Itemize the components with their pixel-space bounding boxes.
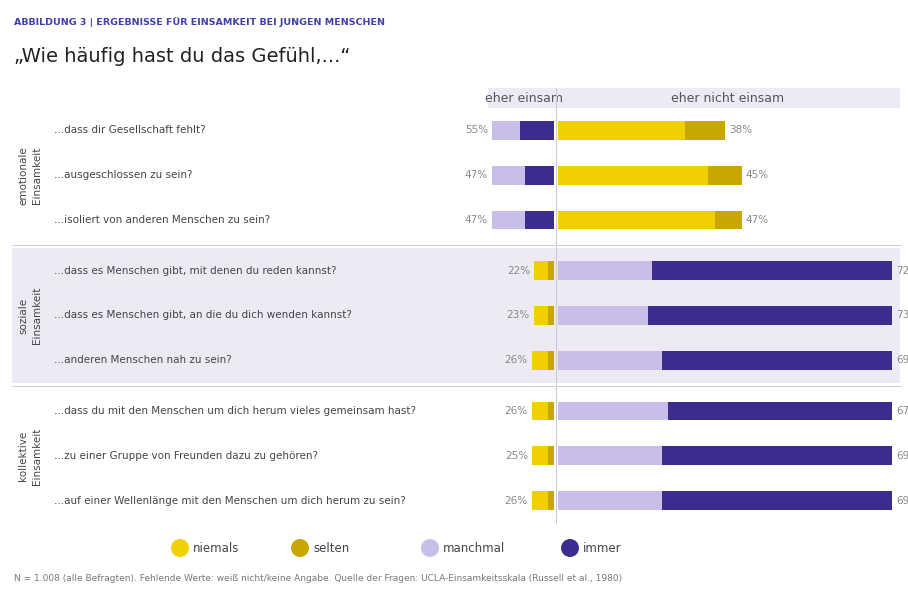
Text: niemals: niemals <box>193 542 240 554</box>
Text: 23%: 23% <box>507 310 529 321</box>
Bar <box>532 491 548 510</box>
Text: eher nicht einsam: eher nicht einsam <box>671 91 785 105</box>
Bar <box>668 402 892 420</box>
Bar <box>558 166 708 185</box>
Text: 47%: 47% <box>465 170 488 180</box>
Circle shape <box>171 539 189 557</box>
Bar <box>558 121 685 140</box>
Bar <box>548 306 554 325</box>
Text: ...zu einer Gruppe von Freunden dazu zu gehören?: ...zu einer Gruppe von Freunden dazu zu … <box>54 451 318 461</box>
Text: 26%: 26% <box>505 496 528 506</box>
Text: 72%: 72% <box>896 266 908 276</box>
Bar <box>558 306 648 325</box>
Text: soziale
Einsamkeit: soziale Einsamkeit <box>18 287 42 344</box>
Text: ...anderen Menschen nah zu sein?: ...anderen Menschen nah zu sein? <box>54 355 232 365</box>
Text: kollektive
Einsamkeit: kollektive Einsamkeit <box>18 427 42 484</box>
Text: ...ausgeschlossen zu sein?: ...ausgeschlossen zu sein? <box>54 170 192 180</box>
Text: ...auf einer Wellenlänge mit den Menschen um dich herum zu sein?: ...auf einer Wellenlänge mit den Mensche… <box>54 496 406 506</box>
Text: 38%: 38% <box>729 126 752 135</box>
Text: 69%: 69% <box>896 355 908 365</box>
Bar <box>12 248 900 383</box>
Bar <box>525 210 554 230</box>
Text: ...dass du mit den Menschen um dich herum vieles gemeinsam hast?: ...dass du mit den Menschen um dich heru… <box>54 406 416 416</box>
Bar <box>662 447 892 465</box>
Text: ...dass dir Gesellschaft fehlt?: ...dass dir Gesellschaft fehlt? <box>54 126 205 135</box>
Bar <box>652 261 892 280</box>
Text: selten: selten <box>313 542 350 554</box>
Text: 26%: 26% <box>505 406 528 416</box>
Bar <box>525 166 554 185</box>
Bar <box>548 447 554 465</box>
Text: 73%: 73% <box>896 310 908 321</box>
Text: 47%: 47% <box>465 215 488 225</box>
Bar <box>558 402 668 420</box>
Bar <box>534 306 548 325</box>
Bar <box>532 402 548 420</box>
Bar <box>648 306 892 325</box>
Text: 22%: 22% <box>507 266 530 276</box>
Bar <box>558 261 652 280</box>
Bar <box>532 351 548 370</box>
Bar <box>532 447 548 465</box>
Bar <box>548 261 554 280</box>
Text: 45%: 45% <box>745 170 769 180</box>
Text: 47%: 47% <box>745 215 769 225</box>
Bar <box>558 491 662 510</box>
Circle shape <box>421 539 439 557</box>
Bar <box>558 447 662 465</box>
Text: 55%: 55% <box>465 126 488 135</box>
Text: eher einsam: eher einsam <box>485 91 563 105</box>
Bar <box>558 210 715 230</box>
Bar <box>662 351 892 370</box>
Bar <box>520 121 554 140</box>
Text: emotionale
Einsamkeit: emotionale Einsamkeit <box>18 146 42 205</box>
Bar <box>12 108 900 242</box>
Circle shape <box>291 539 309 557</box>
Bar <box>492 166 525 185</box>
Text: 67%: 67% <box>896 406 908 416</box>
Text: „Wie häufig hast du das Gefühl,...“: „Wie häufig hast du das Gefühl,...“ <box>14 47 350 66</box>
Bar <box>534 261 548 280</box>
Text: ...dass es Menschen gibt, an die du dich wenden kannst?: ...dass es Menschen gibt, an die du dich… <box>54 310 352 321</box>
Bar <box>12 389 900 523</box>
Bar <box>548 402 554 420</box>
Bar <box>548 351 554 370</box>
Bar <box>548 491 554 510</box>
Text: N = 1.008 (alle Befragten). Fehlende Werte: weiß nicht/keine Angabe. Quelle der : N = 1.008 (alle Befragten). Fehlende Wer… <box>14 574 622 583</box>
Text: 69%: 69% <box>896 451 908 461</box>
Text: manchmal: manchmal <box>443 542 505 554</box>
Text: 69%: 69% <box>896 496 908 506</box>
Text: ...dass es Menschen gibt, mit denen du reden kannst?: ...dass es Menschen gibt, mit denen du r… <box>54 266 337 276</box>
Text: 26%: 26% <box>505 355 528 365</box>
Bar <box>708 166 742 185</box>
Bar <box>558 351 662 370</box>
Bar <box>492 121 520 140</box>
Bar <box>662 491 892 510</box>
Circle shape <box>561 539 579 557</box>
Bar <box>685 121 725 140</box>
Text: immer: immer <box>583 542 622 554</box>
Bar <box>715 210 742 230</box>
Bar <box>488 88 900 108</box>
Bar <box>492 210 525 230</box>
Text: 25%: 25% <box>505 451 528 461</box>
Text: ABBILDUNG 3 | ERGEBNISSE FÜR EINSAMKEIT BEI JUNGEN MENSCHEN: ABBILDUNG 3 | ERGEBNISSE FÜR EINSAMKEIT … <box>14 17 385 27</box>
Text: ...isoliert von anderen Menschen zu sein?: ...isoliert von anderen Menschen zu sein… <box>54 215 271 225</box>
